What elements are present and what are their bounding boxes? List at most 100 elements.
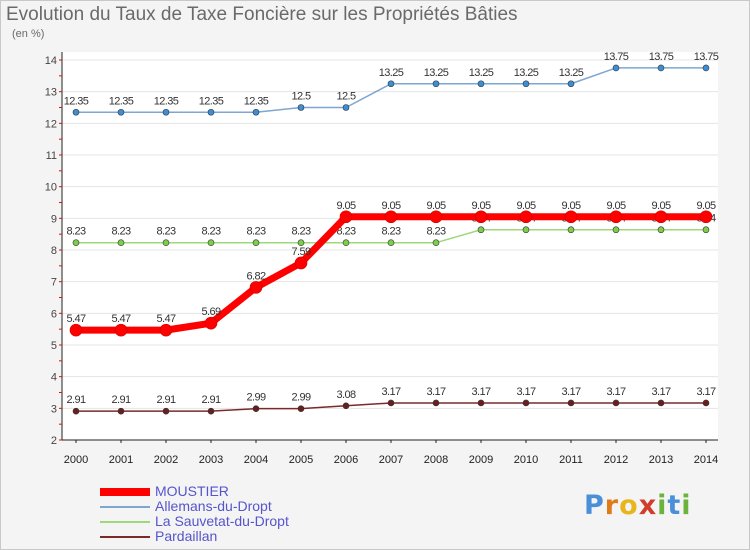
data-point-moustier — [564, 210, 578, 224]
proxiti-logo: Proxiti — [584, 490, 692, 521]
data-label-la-sauvetat-du-dropt: 8.23 — [111, 226, 130, 238]
data-label-allemans-du-dropt: 12.5 — [291, 91, 310, 103]
legend-label-sauvetat: La Sauvetat-du-Dropt — [155, 513, 289, 529]
y-axis-unit: (en %) — [12, 28, 45, 40]
data-point-moustier — [114, 323, 128, 337]
data-point-pardaillan — [207, 407, 215, 415]
data-label-moustier: 5.47 — [66, 313, 85, 325]
data-label-allemans-du-dropt: 13.75 — [649, 51, 674, 63]
data-label-allemans-du-dropt: 13.25 — [424, 67, 449, 79]
data-point-moustier — [519, 210, 533, 224]
data-point-allemans-du-dropt — [162, 108, 170, 116]
data-point-moustier — [294, 256, 308, 270]
data-point-la-sauvetat-du-dropt — [432, 239, 440, 247]
data-label-allemans-du-dropt: 12.35 — [64, 95, 89, 107]
x-tick-label: 2004 — [244, 454, 268, 466]
data-point-pardaillan — [432, 399, 440, 407]
y-tick-label: 5 — [51, 340, 57, 352]
data-label-la-sauvetat-du-dropt: 8.23 — [426, 226, 445, 238]
data-label-pardaillan: 3.17 — [606, 386, 625, 398]
data-point-pardaillan — [567, 399, 575, 407]
data-label-la-sauvetat-du-dropt: 8.23 — [246, 226, 265, 238]
data-label-moustier: 9.05 — [561, 200, 580, 212]
data-label-allemans-du-dropt: 12.35 — [109, 95, 134, 107]
data-point-la-sauvetat-du-dropt — [342, 239, 350, 247]
y-tick-label: 8 — [51, 245, 57, 257]
data-label-allemans-du-dropt: 12.35 — [244, 95, 269, 107]
x-tick-label: 2012 — [604, 454, 628, 466]
legend-label-pardaillan: Pardaillan — [155, 528, 218, 544]
data-point-la-sauvetat-du-dropt — [297, 239, 305, 247]
logo-letter: i — [681, 490, 692, 521]
data-label-pardaillan: 3.17 — [651, 386, 670, 398]
data-label-allemans-du-dropt: 13.25 — [469, 67, 494, 79]
data-point-la-sauvetat-du-dropt — [612, 226, 620, 234]
x-tick-label: 2013 — [649, 454, 673, 466]
y-tick-label: 6 — [51, 308, 57, 320]
y-tick-label: 9 — [51, 213, 57, 225]
data-point-la-sauvetat-du-dropt — [72, 239, 80, 247]
data-label-allemans-du-dropt: 13.75 — [694, 51, 719, 63]
data-point-allemans-du-dropt — [612, 64, 620, 72]
data-label-moustier: 9.05 — [336, 200, 355, 212]
data-point-allemans-du-dropt — [252, 108, 260, 116]
legend-swatch-sauvetat — [100, 521, 150, 523]
data-point-la-sauvetat-du-dropt — [702, 226, 710, 234]
data-point-moustier — [204, 316, 218, 330]
data-label-pardaillan: 2.91 — [66, 394, 85, 406]
data-label-la-sauvetat-du-dropt: 8.23 — [201, 226, 220, 238]
data-point-allemans-du-dropt — [477, 80, 485, 88]
data-label-moustier: 9.05 — [696, 200, 715, 212]
data-point-la-sauvetat-du-dropt — [567, 226, 575, 234]
data-label-allemans-du-dropt: 13.25 — [559, 67, 584, 79]
data-point-allemans-du-dropt — [297, 104, 305, 111]
data-point-la-sauvetat-du-dropt — [117, 239, 125, 247]
x-tick-label: 2014 — [694, 454, 718, 466]
data-point-allemans-du-dropt — [432, 80, 440, 88]
x-tick-label: 2010 — [514, 454, 538, 466]
data-label-moustier: 9.05 — [651, 200, 670, 212]
data-point-allemans-du-dropt — [342, 104, 350, 111]
y-tick-label: 14 — [45, 55, 57, 67]
logo-letter: i — [657, 490, 668, 521]
x-tick-label: 2009 — [469, 454, 493, 466]
data-point-pardaillan — [387, 399, 395, 407]
legend-swatch-allemans — [100, 506, 150, 508]
x-tick-label: 2003 — [199, 454, 223, 466]
data-point-la-sauvetat-du-dropt — [252, 239, 260, 247]
data-point-pardaillan — [657, 399, 665, 407]
logo-letter: t — [667, 490, 682, 521]
data-point-pardaillan — [162, 407, 170, 415]
data-label-la-sauvetat-du-dropt: 8.23 — [336, 226, 355, 238]
data-label-allemans-du-dropt: 13.75 — [604, 51, 629, 63]
data-label-moustier: 6.82 — [246, 270, 265, 282]
data-label-moustier: 5.47 — [111, 313, 130, 325]
y-tick-label: 4 — [51, 372, 57, 384]
data-label-pardaillan: 3.08 — [336, 389, 355, 401]
data-point-la-sauvetat-du-dropt — [387, 239, 395, 247]
data-label-moustier: 5.47 — [156, 313, 175, 325]
data-point-la-sauvetat-du-dropt — [207, 239, 215, 247]
data-label-la-sauvetat-du-dropt: 8.23 — [291, 226, 310, 238]
data-point-pardaillan — [117, 407, 125, 415]
data-point-pardaillan — [72, 407, 80, 415]
data-point-la-sauvetat-du-dropt — [477, 226, 485, 234]
data-label-la-sauvetat-du-dropt: 8.23 — [156, 226, 175, 238]
data-point-pardaillan — [702, 399, 710, 407]
data-label-moustier: 9.05 — [426, 200, 445, 212]
y-tick-label: 10 — [45, 182, 57, 194]
legend-swatch-moustier — [100, 488, 150, 496]
data-point-pardaillan — [342, 402, 350, 410]
data-point-moustier — [474, 210, 488, 224]
x-tick-label: 2011 — [559, 454, 583, 466]
data-point-moustier — [339, 210, 353, 224]
data-label-pardaillan: 2.99 — [291, 392, 310, 404]
data-label-pardaillan: 3.17 — [381, 386, 400, 398]
data-point-pardaillan — [477, 399, 485, 407]
data-point-moustier — [429, 210, 443, 224]
x-tick-label: 2008 — [424, 454, 448, 466]
data-point-la-sauvetat-du-dropt — [522, 226, 530, 234]
logo-letter: P — [584, 490, 605, 521]
data-point-moustier — [609, 210, 623, 224]
x-tick-label: 2000 — [64, 454, 88, 466]
